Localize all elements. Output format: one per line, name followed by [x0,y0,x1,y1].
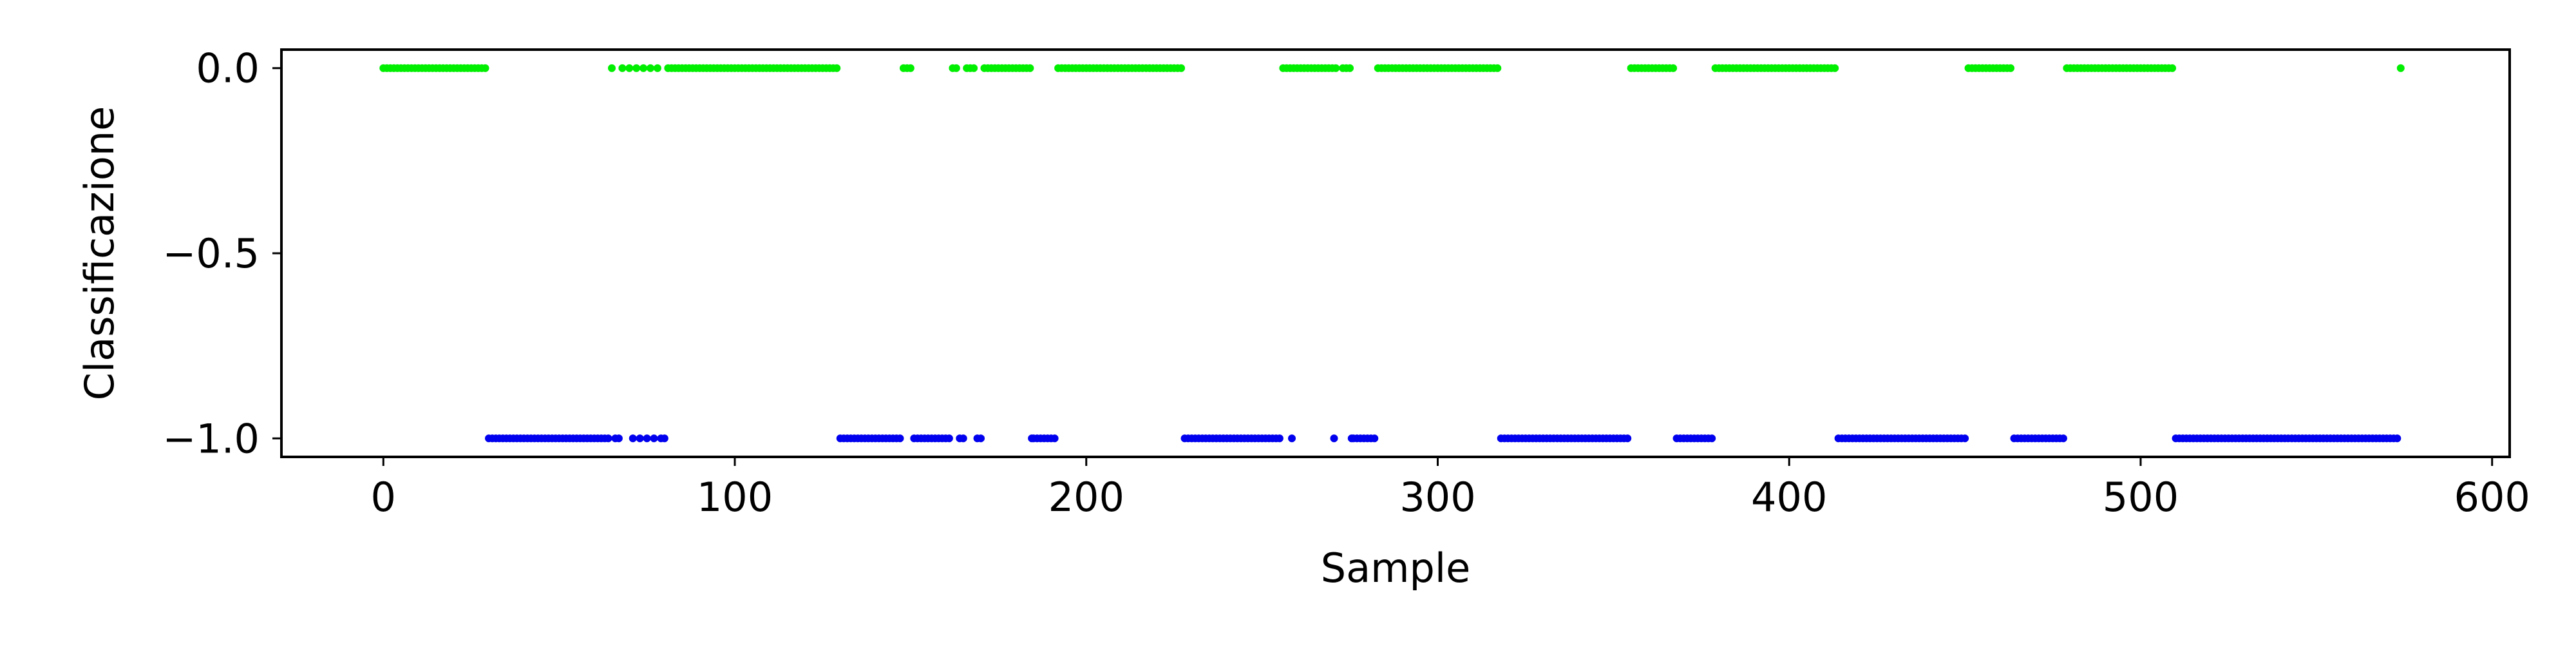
data-point-series-1 [1961,434,1969,443]
data-point-series-0 [1026,64,1034,72]
data-point-series-1 [896,434,904,443]
data-point-series-0 [1493,64,1502,72]
x-tick-label: 300 [1399,474,1475,521]
y-tick-label: −0.5 [162,230,260,277]
points-layer [379,64,2405,443]
data-point-series-1 [629,434,637,443]
data-point-series-1 [636,434,644,443]
x-axis-label: Sample [1321,545,1470,592]
data-point-series-1 [1624,434,1632,443]
data-point-series-1 [2059,434,2067,443]
y-axis-label: Classificazione [76,106,123,401]
data-point-series-1 [643,434,651,443]
data-point-series-0 [639,64,648,72]
data-point-series-0 [618,64,627,72]
data-point-series-1 [959,434,967,443]
data-point-series-0 [653,64,661,72]
data-point-series-1 [1330,434,1338,443]
x-tick-label: 200 [1048,474,1124,521]
data-point-series-0 [2396,64,2405,72]
data-point-series-1 [650,434,658,443]
y-tick-label: 0.0 [196,45,260,92]
data-point-series-1 [1708,434,1716,443]
data-point-series-0 [2168,64,2177,72]
data-point-series-1 [660,434,668,443]
data-point-series-1 [1050,434,1059,443]
data-point-series-1 [945,434,953,443]
data-point-series-1 [1370,434,1379,443]
data-point-series-0 [970,64,978,72]
x-tick-label: 100 [697,474,773,521]
x-tick-label: 400 [1751,474,1827,521]
data-point-series-1 [2393,434,2401,443]
data-point-series-1 [604,434,612,443]
data-point-series-0 [632,64,641,72]
data-point-series-1 [614,434,623,443]
data-point-series-0 [1346,64,1354,72]
x-tick-label: 500 [2103,474,2179,521]
data-point-series-0 [952,64,960,72]
data-point-series-1 [1275,434,1283,443]
data-point-series-0 [1669,64,1678,72]
data-point-series-1 [1288,434,1296,443]
data-point-series-0 [608,64,616,72]
y-tick-label: −1.0 [162,415,260,462]
y-axis: 0.0 −0.5 −1.0 [162,45,281,462]
x-axis: 0 100 200 300 400 500 600 [371,457,2530,521]
data-point-series-0 [647,64,655,72]
data-point-series-0 [1831,64,1839,72]
data-point-series-0 [1332,64,1340,72]
x-tick-label: 600 [2454,474,2530,521]
plot-frame [280,48,2511,458]
data-point-series-0 [1177,64,1186,72]
data-point-series-1 [977,434,985,443]
x-tick-label: 0 [371,474,396,521]
data-point-series-0 [833,64,841,72]
data-point-series-0 [481,64,489,72]
data-point-series-0 [906,64,914,72]
data-point-series-0 [2007,64,2015,72]
data-point-series-0 [625,64,634,72]
